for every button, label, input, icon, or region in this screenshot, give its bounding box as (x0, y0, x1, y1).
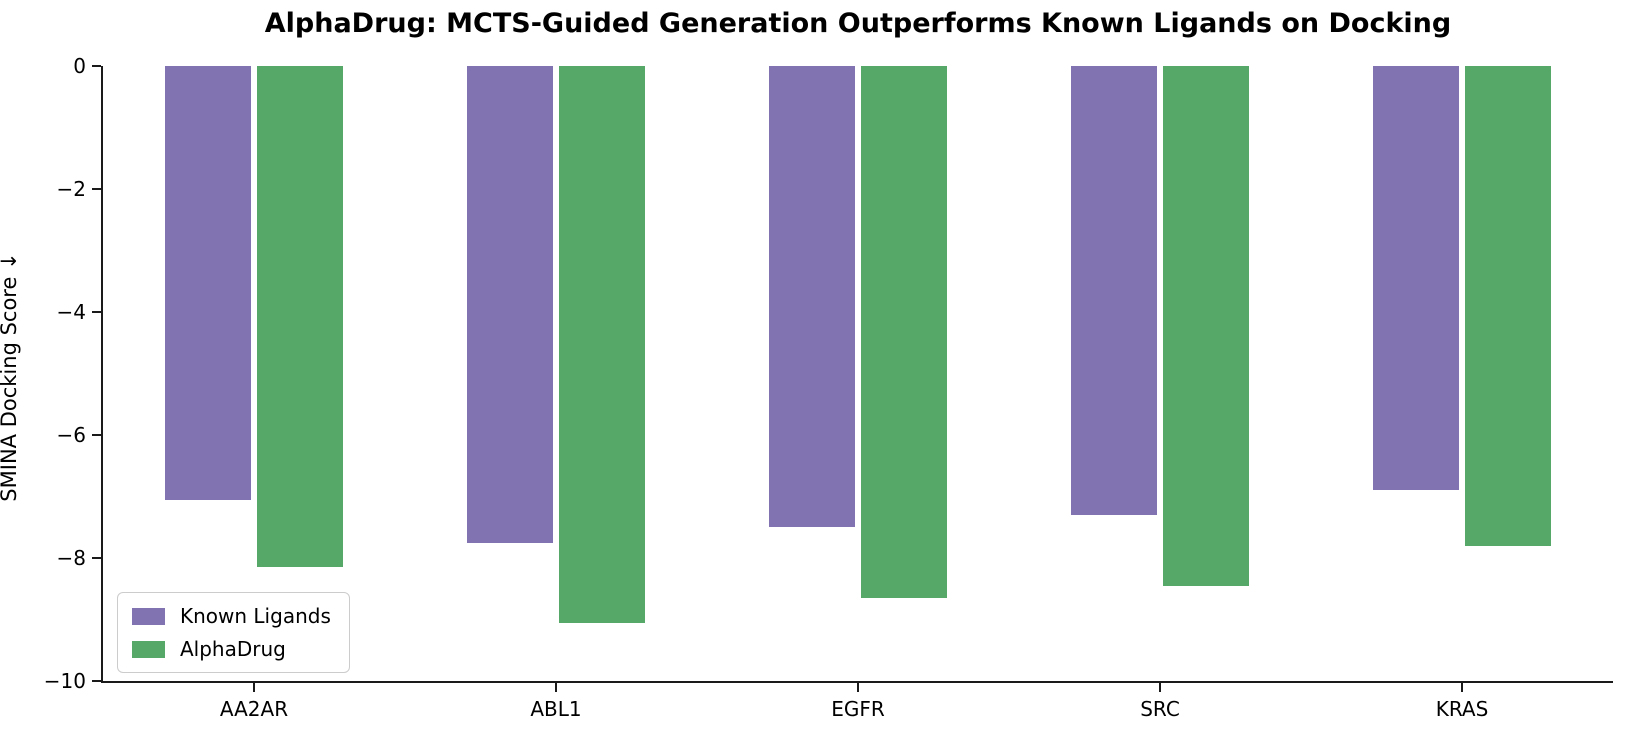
y-tick-label-0: 0 (73, 54, 86, 78)
legend-swatch-known-ligands (132, 607, 165, 625)
y-tick-label-−10: −10 (43, 669, 86, 693)
x-axis-spine (101, 681, 1613, 683)
y-tick-mark-−8 (92, 557, 101, 559)
y-tick-label-−2: −2 (56, 177, 86, 201)
bar-alphadrug-aa2ar (257, 66, 343, 568)
bar-alphadrug-kras (1465, 66, 1551, 546)
legend: Known Ligands AlphaDrug (117, 592, 350, 673)
bar-known-ligands-kras (1373, 66, 1459, 491)
bar-alphadrug-abl1 (559, 66, 645, 623)
bar-known-ligands-abl1 (467, 66, 553, 543)
bar-alphadrug-egfr (861, 66, 947, 598)
plot-area: 0 −2 −4 −6 −8 −10 AA2AR ABL1 EGFR SRC KRAS (44, 56, 1613, 721)
y-tick-label-−6: −6 (56, 423, 86, 447)
y-tick-label-−4: −4 (56, 300, 86, 324)
legend-item-alphadrug: AlphaDrug (132, 637, 331, 661)
bar-known-ligands-egfr (769, 66, 855, 528)
bar-known-ligands-src (1071, 66, 1157, 515)
legend-label-alphadrug: AlphaDrug (180, 637, 286, 661)
x-tick-label-abl1: ABL1 (530, 697, 582, 721)
bar-alphadrug-src (1163, 66, 1249, 586)
legend-item-known-ligands: Known Ligands (132, 604, 331, 628)
x-tick-label-src: SRC (1140, 697, 1180, 721)
y-tick-mark-0 (92, 65, 101, 67)
x-tick-mark-abl1 (555, 683, 557, 692)
x-tick-mark-kras (1461, 683, 1463, 692)
x-tick-mark-aa2ar (253, 683, 255, 692)
x-tick-mark-src (1159, 683, 1161, 692)
y-tick-mark-−10 (92, 680, 101, 682)
y-axis-spine (101, 66, 103, 683)
x-tick-label-egfr: EGFR (831, 697, 885, 721)
x-tick-mark-egfr (857, 683, 859, 692)
y-tick-mark-−6 (92, 434, 101, 436)
x-tick-label-kras: KRAS (1435, 697, 1489, 721)
y-tick-mark-−4 (92, 311, 101, 313)
y-tick-mark-−2 (92, 188, 101, 190)
bar-known-ligands-aa2ar (165, 66, 251, 500)
chart-title: AlphaDrug: MCTS-Guided Generation Outper… (264, 8, 1452, 39)
y-tick-label-−8: −8 (56, 546, 86, 570)
x-tick-label-aa2ar: AA2AR (219, 697, 289, 721)
legend-swatch-alphadrug (132, 640, 165, 658)
legend-label-known-ligands: Known Ligands (180, 604, 331, 628)
